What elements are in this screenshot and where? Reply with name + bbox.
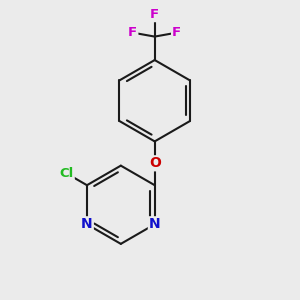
Text: F: F [172,26,181,39]
Text: Cl: Cl [59,167,74,180]
Text: F: F [150,8,159,21]
Text: F: F [128,26,137,39]
Text: N: N [149,217,161,231]
Text: O: O [149,156,161,170]
Text: N: N [81,217,93,231]
